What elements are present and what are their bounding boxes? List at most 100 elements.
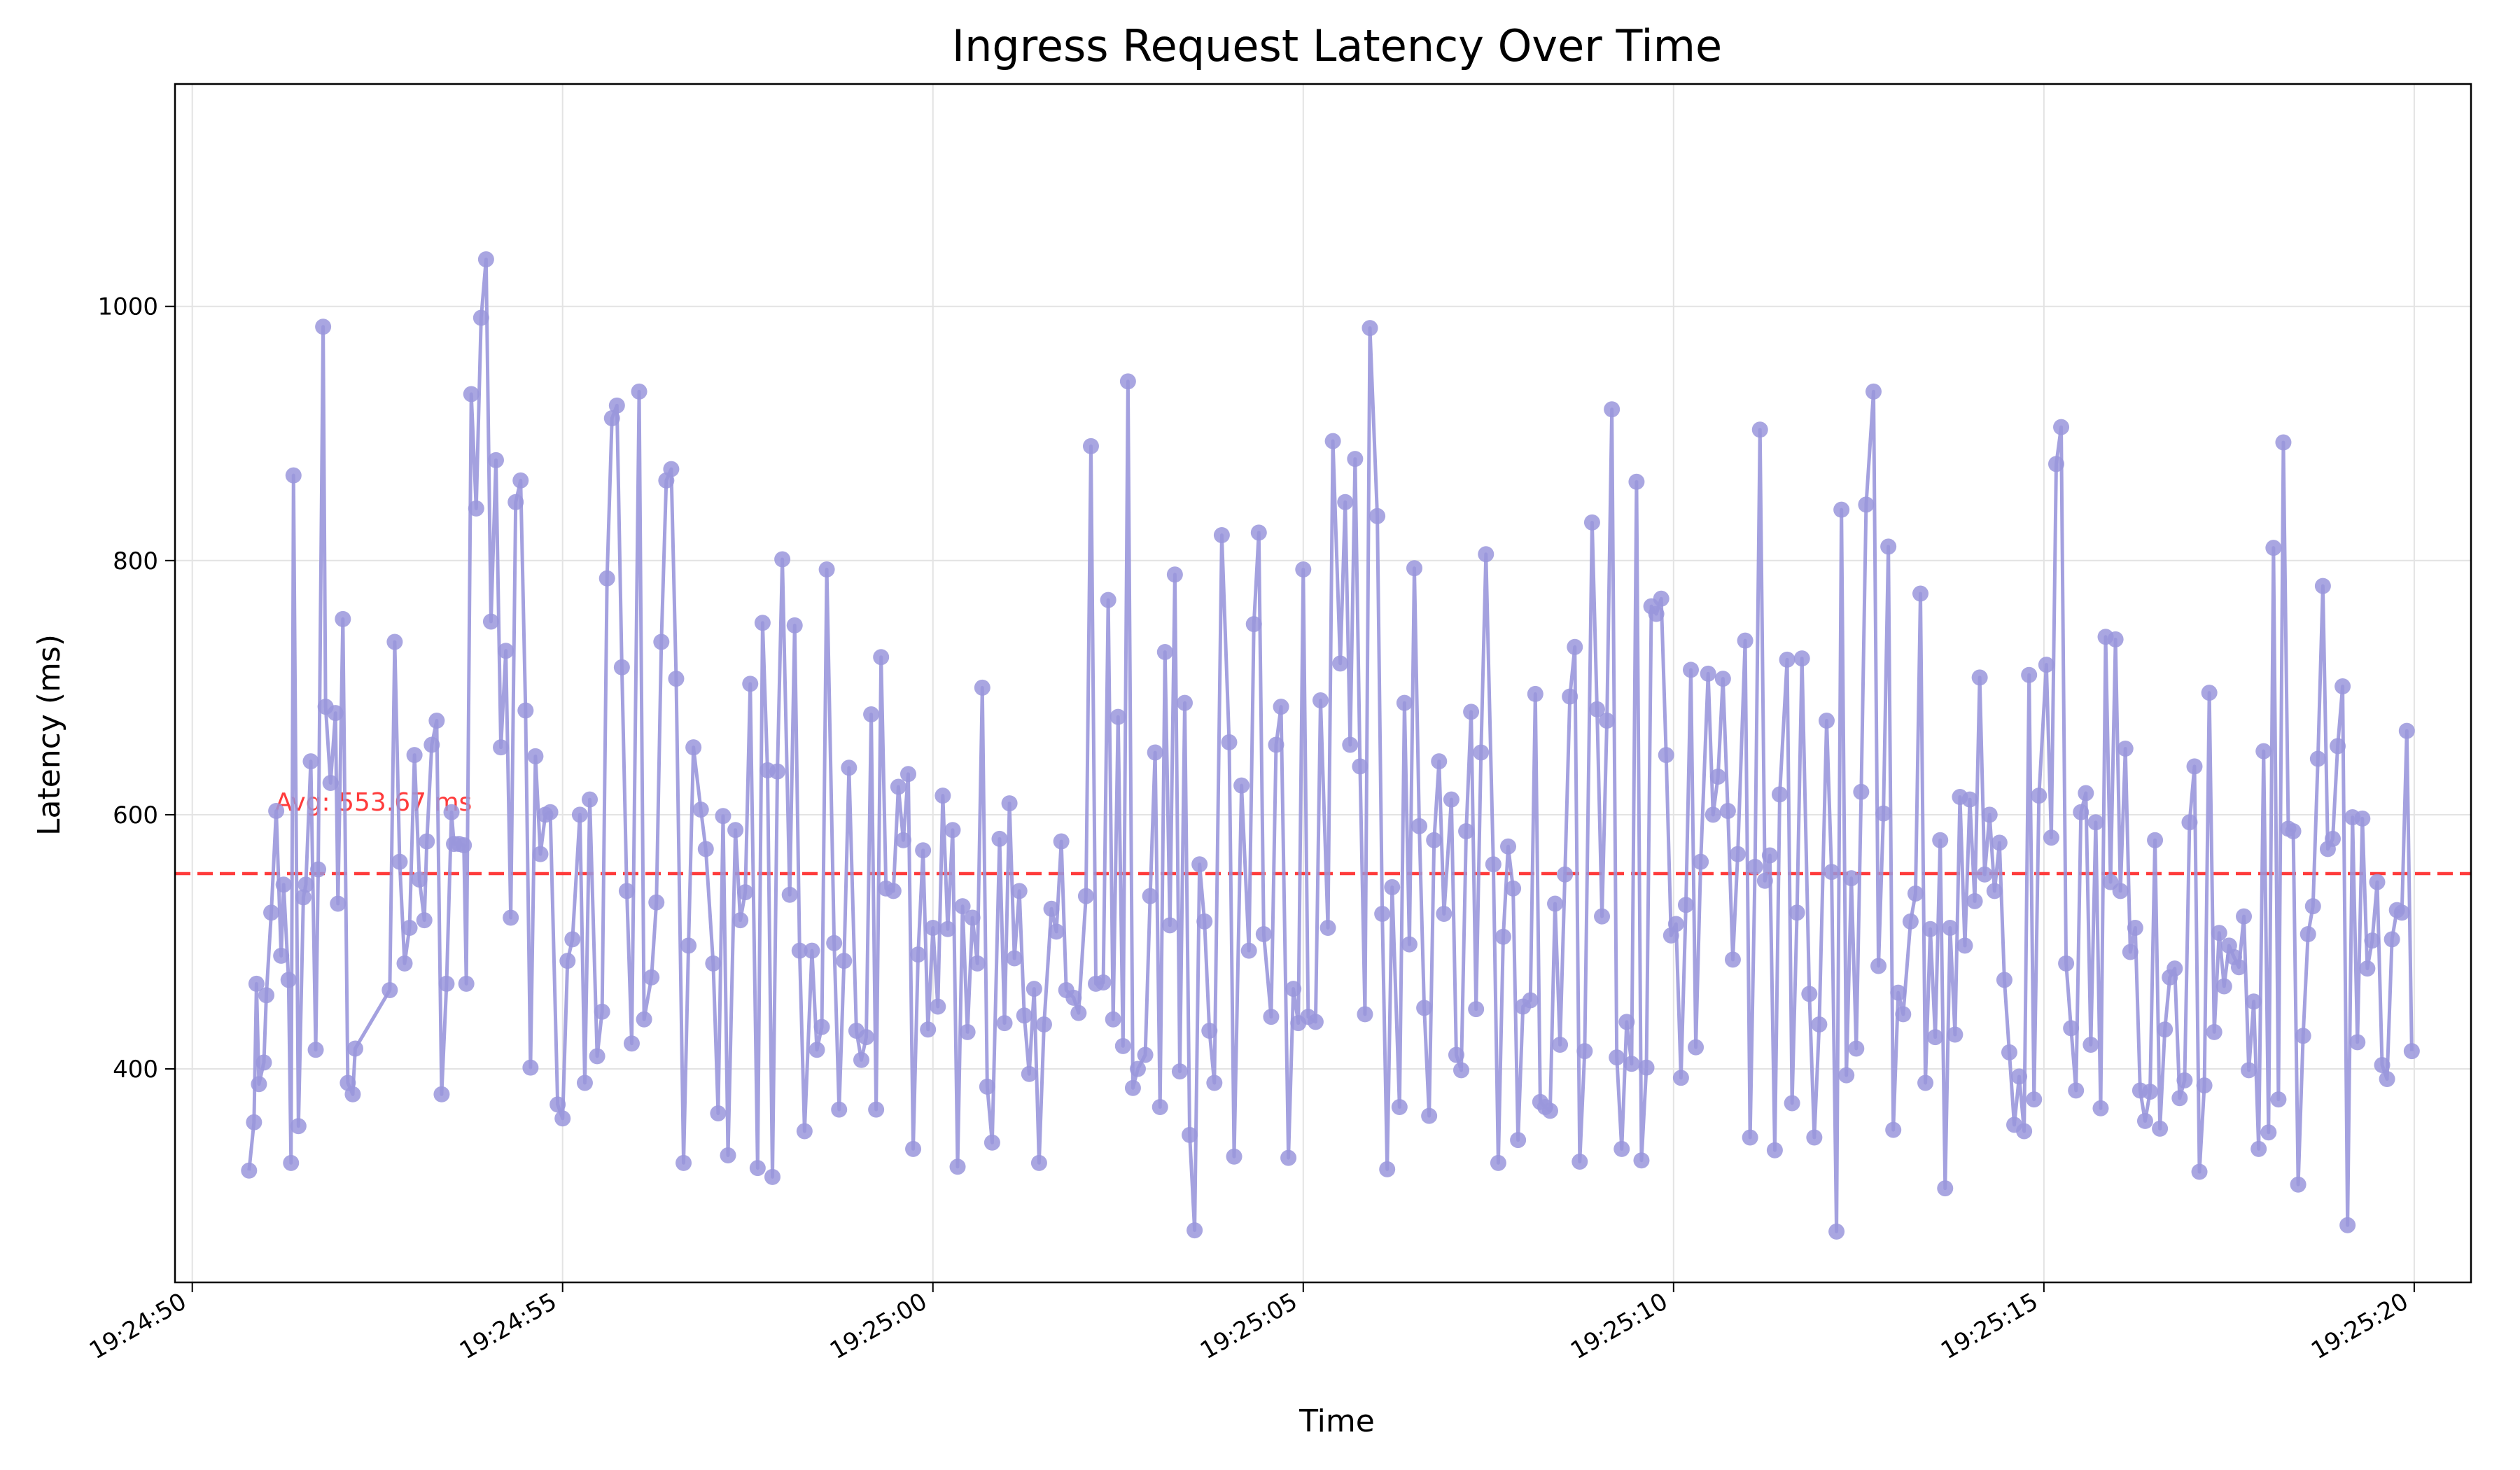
data-point	[1751, 421, 1768, 438]
data-point	[974, 679, 990, 696]
data-point	[433, 1086, 450, 1102]
data-point	[930, 998, 946, 1015]
data-point	[1779, 651, 1795, 668]
data-point	[2053, 419, 2070, 435]
data-point	[1268, 736, 1284, 753]
data-point	[949, 1158, 966, 1175]
data-point	[826, 934, 843, 951]
data-point	[554, 1110, 571, 1127]
data-point	[2314, 578, 2331, 594]
data-point	[890, 778, 906, 795]
data-point	[1129, 1060, 1146, 1077]
data-point	[1396, 694, 1413, 711]
data-point	[396, 955, 413, 972]
data-point	[493, 739, 510, 756]
data-point	[969, 955, 986, 972]
data-point	[335, 610, 351, 627]
data-point	[1352, 758, 1368, 775]
data-point	[1922, 920, 1939, 937]
data-point	[275, 876, 292, 893]
x-axis-label: Time	[1298, 1404, 1375, 1439]
data-point	[2275, 434, 2292, 451]
data-point	[1065, 989, 1082, 1006]
data-point	[2364, 932, 2381, 949]
data-point	[1490, 1154, 1506, 1171]
data-point	[1927, 1029, 1944, 1046]
data-point	[1730, 846, 1746, 862]
data-point	[1683, 662, 1700, 678]
data-point	[391, 853, 408, 870]
data-point	[1996, 972, 2012, 988]
data-point	[507, 493, 524, 510]
data-point	[2236, 908, 2253, 925]
data-point	[1880, 538, 1897, 555]
data-point	[2260, 1124, 2277, 1141]
data-point	[1547, 895, 1564, 912]
data-point	[1628, 473, 1645, 490]
data-point	[899, 766, 916, 783]
data-point	[1870, 958, 1887, 974]
data-point	[868, 1101, 885, 1118]
data-point	[1176, 694, 1193, 711]
data-point	[2369, 874, 2386, 890]
data-point	[1806, 1129, 1823, 1146]
data-point	[2176, 1072, 2193, 1088]
data-point	[1362, 320, 1378, 337]
data-point	[1912, 585, 1929, 602]
data-point	[1885, 1121, 1902, 1138]
data-point	[1527, 685, 1544, 702]
data-point	[1357, 1006, 1373, 1023]
data-point	[1947, 1026, 1963, 1043]
data-point	[2181, 814, 2198, 831]
data-point	[1161, 917, 1178, 934]
data-point	[2211, 925, 2227, 941]
data-point	[1704, 806, 1721, 823]
data-point	[1431, 753, 1448, 770]
data-point	[1494, 928, 1511, 945]
axes	[174, 83, 2472, 1284]
data-point	[2201, 685, 2218, 701]
axes-frame	[174, 83, 2472, 1284]
data-point	[1848, 1040, 1865, 1057]
data-point	[1801, 986, 1818, 1002]
data-point	[2171, 1090, 2188, 1107]
data-point	[1342, 736, 1359, 753]
data-point	[2334, 678, 2351, 695]
data-point	[1307, 1014, 1324, 1030]
data-point	[727, 822, 744, 839]
data-point	[1478, 546, 1494, 563]
data-point	[1858, 496, 1875, 513]
data-point	[322, 775, 339, 792]
data-point	[2384, 931, 2400, 948]
data-point	[1633, 1152, 1650, 1169]
data-point	[1053, 833, 1070, 850]
data-point	[754, 615, 771, 631]
data-point	[954, 898, 971, 915]
data-point	[458, 975, 475, 992]
data-point	[273, 947, 290, 964]
data-point	[1788, 904, 1805, 921]
data-point	[1907, 885, 1924, 902]
data-point	[2136, 1112, 2153, 1129]
data-point	[737, 884, 754, 901]
data-point	[1966, 892, 1983, 909]
data-point	[2290, 1176, 2306, 1193]
data-point	[517, 702, 534, 719]
data-point	[1618, 1014, 1635, 1030]
data-point	[401, 919, 418, 936]
data-point	[1196, 913, 1213, 930]
data-point	[1572, 1154, 1588, 1170]
data-point	[1100, 592, 1116, 608]
data-point	[1369, 507, 1386, 524]
data-point	[2304, 898, 2321, 915]
data-point	[1043, 900, 1060, 917]
data-point	[836, 953, 853, 969]
data-point	[1937, 1180, 1954, 1197]
data-point	[1552, 1037, 1569, 1054]
data-point	[598, 570, 615, 587]
data-point	[1273, 699, 1289, 715]
data-point	[2186, 758, 2203, 775]
data-point	[1693, 853, 1709, 870]
data-point	[1312, 692, 1329, 709]
